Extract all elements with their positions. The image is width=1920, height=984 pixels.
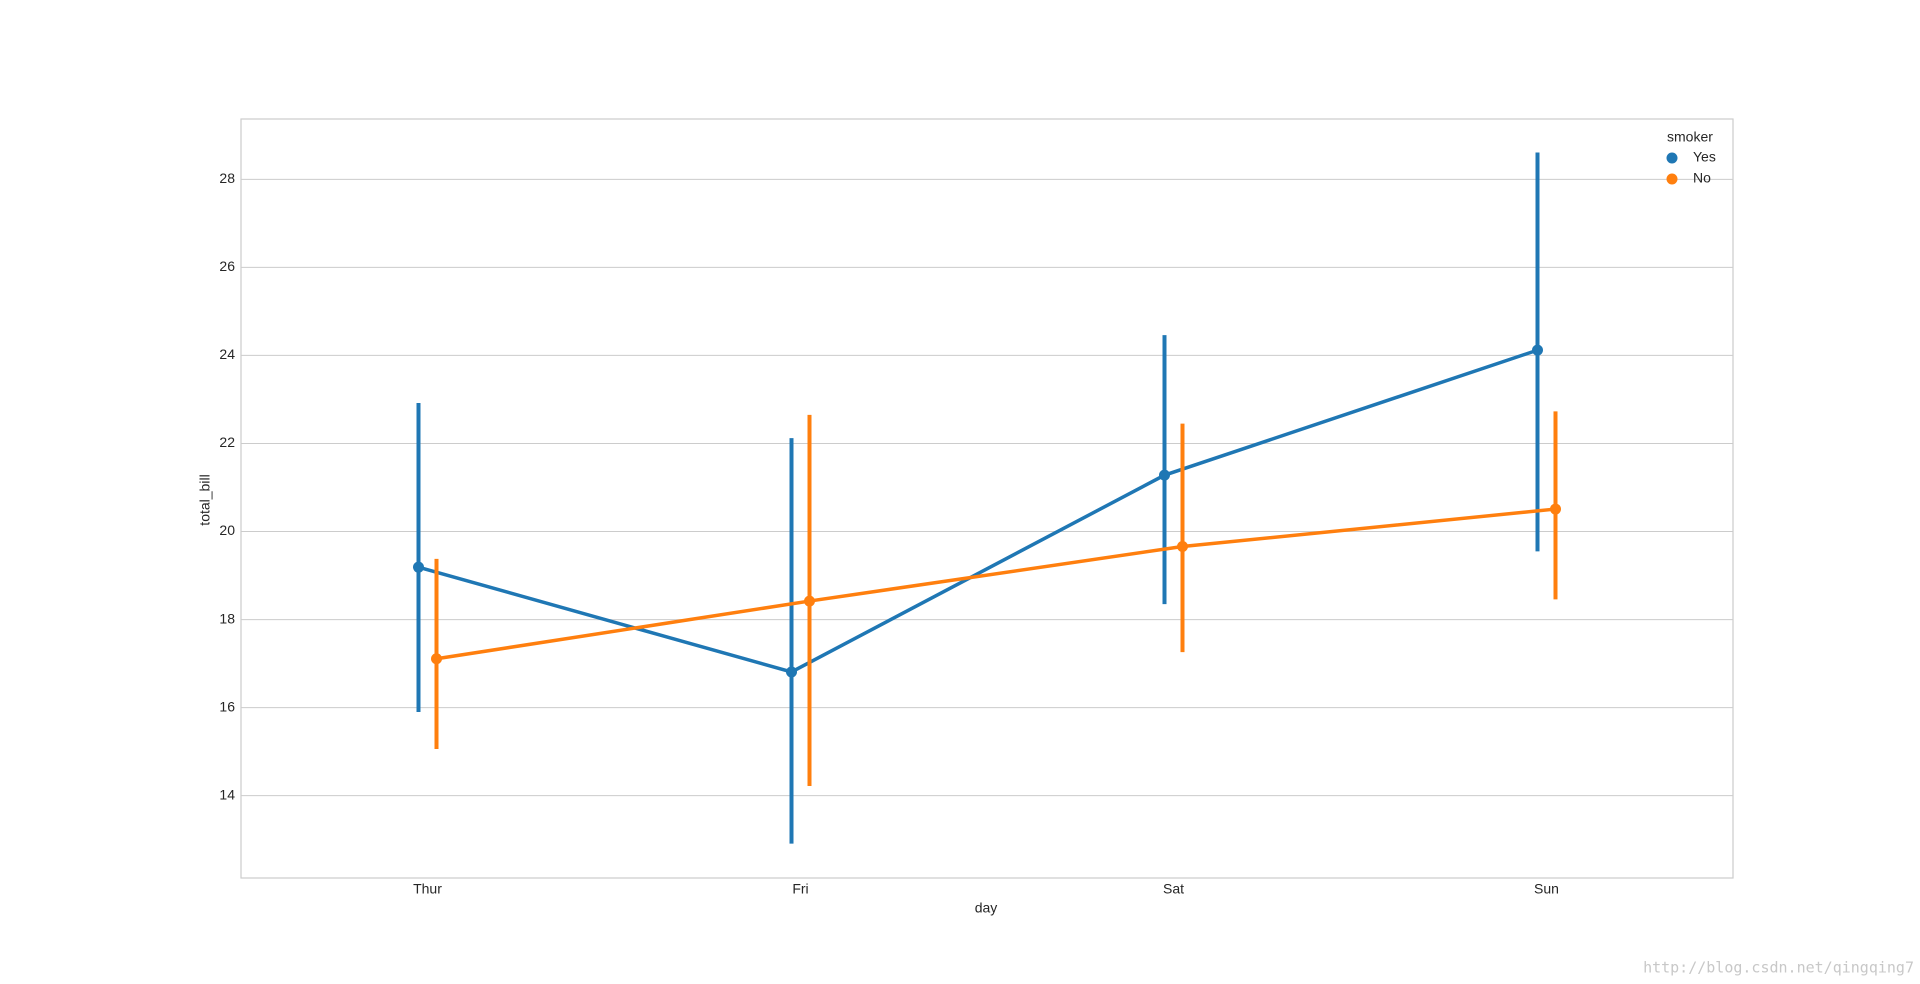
point (413, 561, 424, 573)
y-tick-label: 14 (219, 786, 235, 802)
point (1532, 344, 1543, 356)
y-tick-label: 24 (219, 346, 235, 362)
x-tick-label: Sun (1534, 881, 1559, 897)
x-tick-label: Sat (1163, 881, 1184, 897)
y-tick-label: 16 (219, 698, 235, 714)
x-tick-label: Thur (413, 881, 442, 897)
legend-title: smoker (1667, 129, 1713, 145)
y-tick-label: 18 (219, 610, 235, 626)
x-tick-label: Fri (792, 881, 808, 897)
legend-label: No (1693, 170, 1711, 186)
point (786, 666, 797, 678)
point (1159, 469, 1170, 481)
legend-marker (1666, 173, 1678, 185)
point (431, 653, 442, 665)
legend-label: Yes (1693, 149, 1716, 165)
x-axis-label: day (975, 900, 998, 916)
y-tick-label: 22 (219, 434, 235, 450)
legend-marker (1666, 152, 1678, 164)
y-tick-label: 26 (219, 258, 235, 274)
point (1177, 540, 1188, 552)
point (1550, 503, 1561, 515)
series-line (418, 348, 1539, 674)
y-axis-label: total_bill (197, 474, 213, 525)
watermark: http://blog.csdn.net/qingqing7 (1643, 959, 1914, 977)
y-tick-label: 28 (219, 170, 235, 186)
series-line (436, 507, 1556, 661)
plot-frame (240, 118, 1734, 879)
y-tick-label: 20 (219, 522, 235, 538)
point (804, 595, 815, 607)
